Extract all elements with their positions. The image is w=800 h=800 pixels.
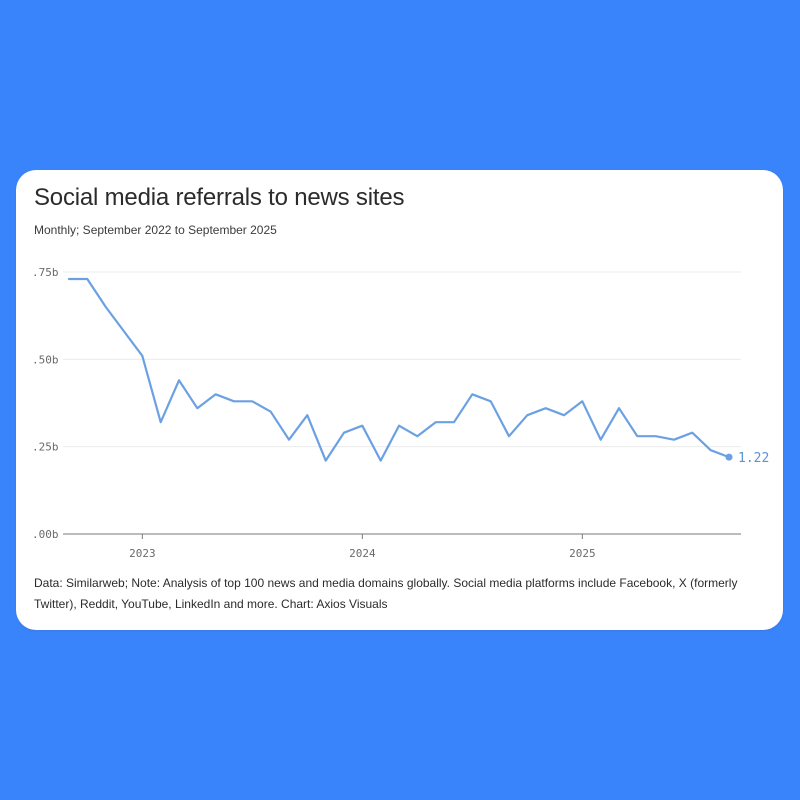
y-tick-label: .25b [32,441,59,454]
chart-title: Social media referrals to news sites [34,184,405,211]
series-line [67,277,731,462]
gridlines [63,271,741,535]
chart-card: Social media referrals to news sites Mon… [16,170,783,630]
y-tick-label: .50b [32,353,59,366]
end-point-marker [725,453,733,461]
line-chart: .00b .25b .50b .75b 2023 2024 2025 1.22 [32,266,769,560]
x-tick-label: 2025 [569,547,596,560]
end-value-label: 1.22 [738,451,769,466]
chart-subtitle: Monthly; September 2022 to September 202… [34,223,277,237]
axes: .00b .25b .50b .75b 2023 2024 2025 [32,266,596,560]
x-tick-label: 2023 [129,547,156,560]
chart-footnote: Data: Similarweb; Note: Analysis of top … [34,576,738,611]
y-tick-label: .00b [32,528,59,541]
x-tick-label: 2024 [349,547,376,560]
series: 1.22 [67,277,769,466]
y-tick-label: .75b [32,266,59,279]
